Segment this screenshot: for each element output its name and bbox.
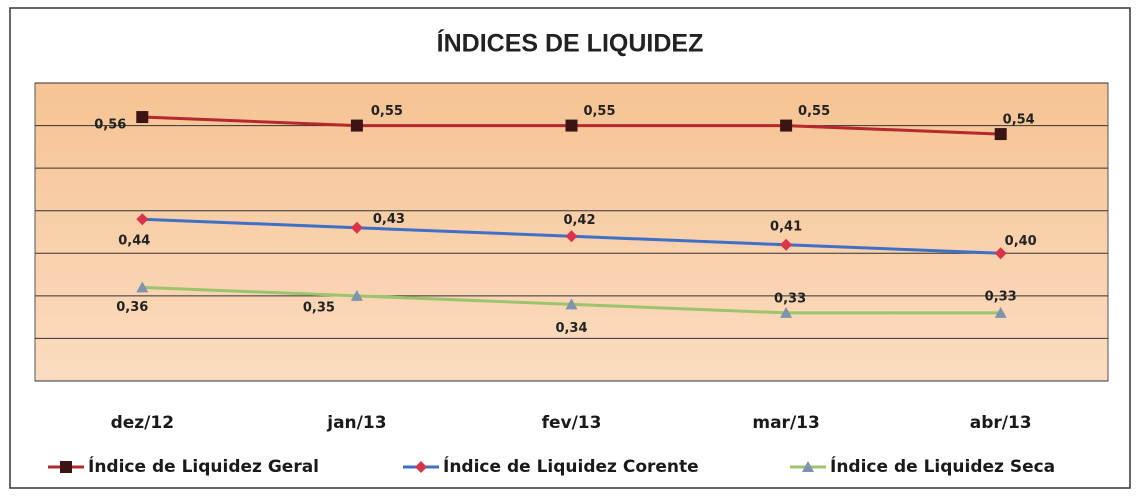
legend-label: Índice de Liquidez Geral bbox=[88, 455, 319, 477]
data-label: 0,34 bbox=[555, 321, 587, 336]
chart-title: ÍNDICES DE LIQUIDEZ bbox=[437, 29, 704, 58]
data-point bbox=[136, 111, 149, 124]
x-tick-label: mar/13 bbox=[752, 413, 819, 433]
data-point bbox=[994, 128, 1007, 141]
data-point bbox=[994, 247, 1007, 260]
data-point bbox=[350, 289, 363, 301]
data-point bbox=[350, 119, 363, 132]
data-label: 0,36 bbox=[116, 300, 148, 315]
data-label: 0,35 bbox=[303, 300, 335, 315]
data-point bbox=[780, 119, 793, 132]
x-tick-label: abr/13 bbox=[970, 413, 1032, 433]
data-label: 0,42 bbox=[563, 213, 595, 228]
legend-label: Índice de Liquidez Corente bbox=[443, 455, 699, 477]
data-label: 0,44 bbox=[118, 234, 150, 249]
data-label: 0,43 bbox=[373, 212, 405, 227]
legend-marker bbox=[802, 461, 814, 472]
data-point bbox=[780, 238, 793, 251]
x-tick-label: jan/13 bbox=[326, 413, 386, 433]
data-label: 0,33 bbox=[774, 291, 806, 306]
data-label: 0,55 bbox=[371, 104, 403, 119]
data-label: 0,40 bbox=[1005, 234, 1037, 249]
legend-marker bbox=[60, 461, 72, 473]
data-label: 0,55 bbox=[798, 104, 830, 119]
data-label: 0,33 bbox=[985, 289, 1017, 304]
data-point bbox=[565, 230, 578, 243]
data-label: 0,55 bbox=[583, 104, 615, 119]
data-point bbox=[136, 281, 149, 293]
data-label: 0,56 bbox=[94, 118, 126, 133]
data-point bbox=[780, 306, 793, 318]
data-point bbox=[350, 221, 363, 234]
data-label: 0,54 bbox=[1003, 113, 1035, 128]
data-point bbox=[565, 298, 578, 310]
x-tick-label: fev/13 bbox=[542, 413, 602, 433]
data-point bbox=[565, 119, 578, 132]
legend-marker bbox=[415, 461, 427, 473]
x-tick-label: dez/12 bbox=[111, 413, 174, 433]
data-label: 0,41 bbox=[770, 219, 802, 234]
legend-label: Índice de Liquidez Seca bbox=[830, 455, 1055, 477]
data-point bbox=[994, 306, 1007, 318]
data-point bbox=[136, 213, 149, 226]
